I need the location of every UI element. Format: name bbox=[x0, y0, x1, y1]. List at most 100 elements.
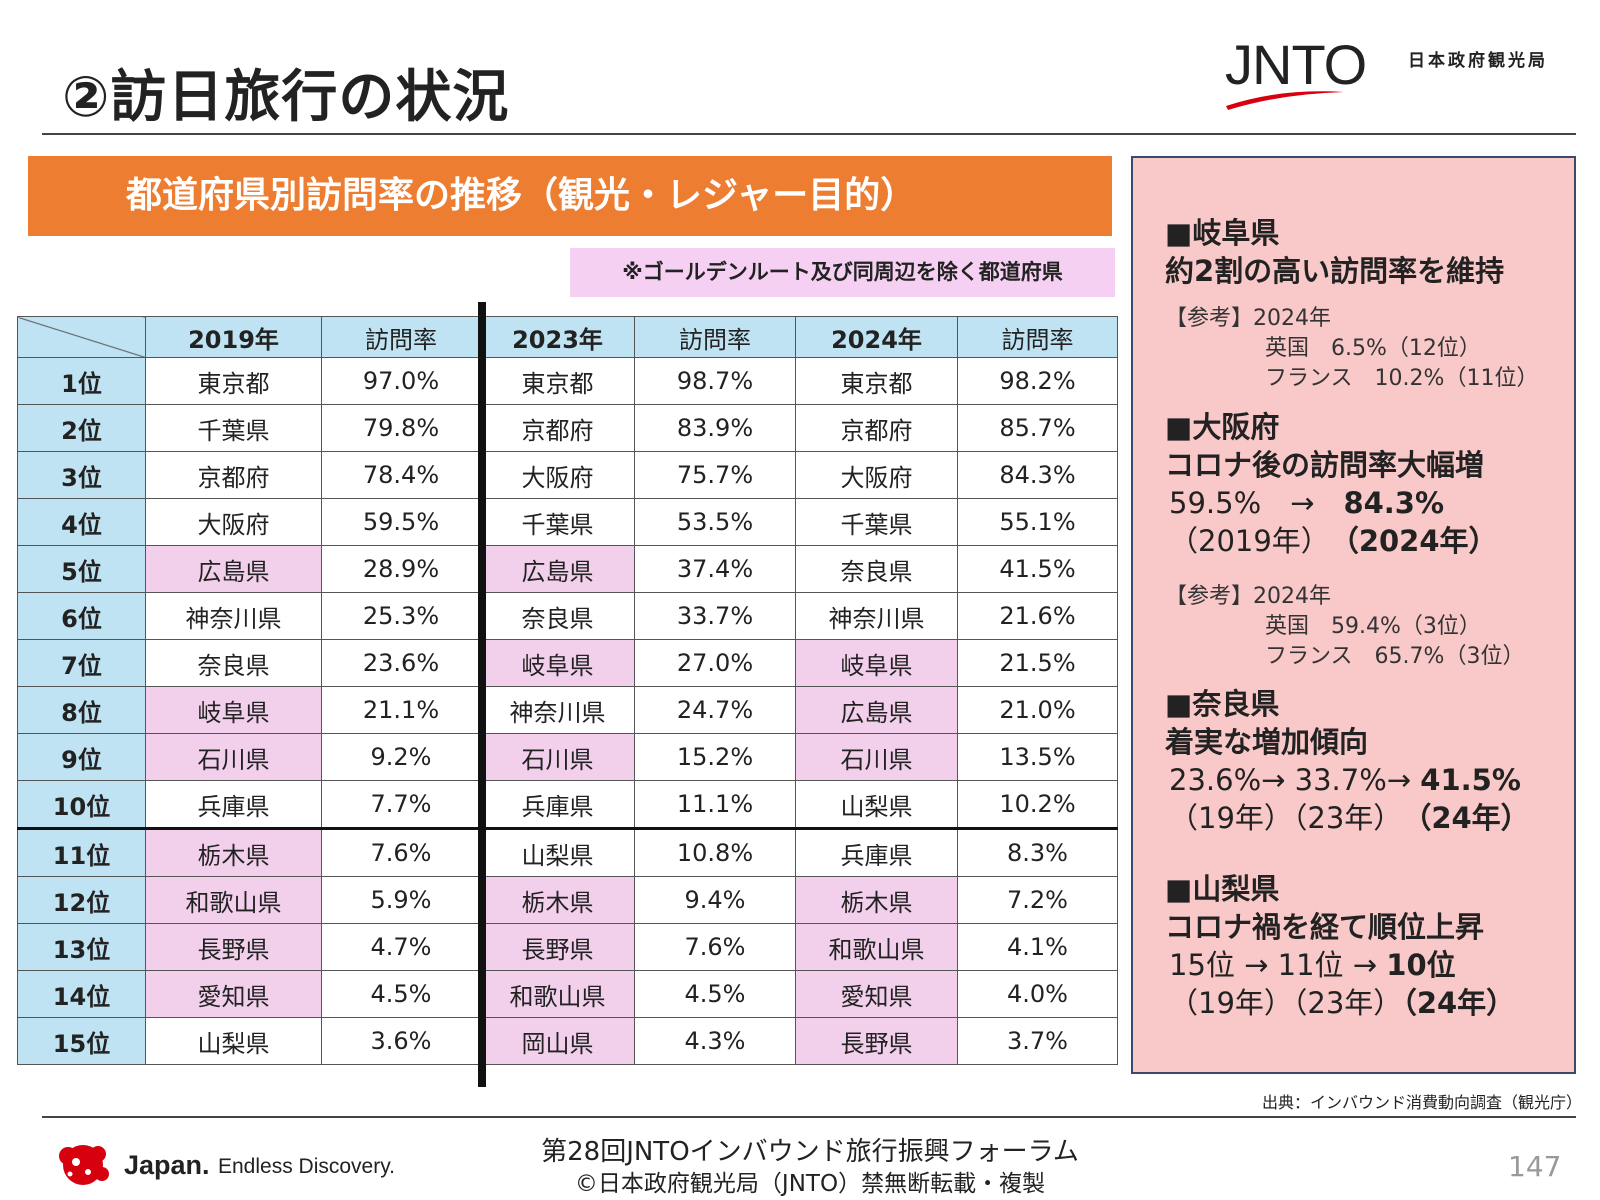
prefecture-cell: 奈良県 bbox=[795, 545, 958, 593]
rate-cell: 4.1% bbox=[957, 923, 1118, 971]
prefecture-cell: 長野県 bbox=[480, 923, 635, 971]
rate-cell: 4.3% bbox=[634, 1017, 796, 1065]
rate-cell: 28.9% bbox=[321, 545, 481, 593]
prefecture-cell: 栃木県 bbox=[795, 876, 958, 924]
column-header: 訪問率 bbox=[634, 316, 796, 358]
prefecture-cell: 石川県 bbox=[795, 733, 958, 781]
rank-cell: 10位 bbox=[17, 780, 146, 830]
rate-cell: 3.6% bbox=[321, 1017, 481, 1065]
year-divider bbox=[478, 302, 486, 1087]
section-subheading: コロナ後の訪問率大幅増 bbox=[1165, 448, 1485, 482]
prefecture-cell: 京都府 bbox=[145, 451, 322, 499]
prefecture-cell: 愛知県 bbox=[145, 970, 322, 1018]
prefecture-cell: 兵庫県 bbox=[480, 780, 635, 830]
prefecture-cell: 千葉県 bbox=[480, 498, 635, 546]
section-line: 59.5% → 84.3% bbox=[1165, 484, 1565, 522]
copyright: ©日本政府観光局（JNTO）禁無断転載・複製 bbox=[574, 1171, 1046, 1197]
line-segment: （24年） bbox=[1416, 801, 1530, 835]
prefecture-cell: 石川県 bbox=[145, 733, 322, 781]
prefecture-cell: 愛知県 bbox=[795, 970, 958, 1018]
prefecture-cell: 石川県 bbox=[480, 733, 635, 781]
line-segment: （19年）（23年） bbox=[1169, 986, 1403, 1020]
rate-cell: 5.9% bbox=[321, 876, 481, 924]
line-segment: （2024年） bbox=[1344, 524, 1498, 558]
rank-cell: 7位 bbox=[17, 639, 146, 687]
table-row: 8位 岐阜県 21.1% 神奈川県 24.7% 広島県 21.0% bbox=[17, 686, 1118, 734]
table-row: 5位 広島県 28.9% 広島県 37.4% 奈良県 41.5% bbox=[17, 545, 1118, 593]
prefecture-cell: 京都府 bbox=[795, 404, 958, 452]
rank-cell: 5位 bbox=[17, 545, 146, 593]
rate-cell: 15.2% bbox=[634, 733, 796, 781]
rate-cell: 59.5% bbox=[321, 498, 481, 546]
rank-cell: 3位 bbox=[17, 451, 146, 499]
prefecture-cell: 神奈川県 bbox=[795, 592, 958, 640]
rate-cell: 24.7% bbox=[634, 686, 796, 734]
side-panel: ■岐阜県 約2割の高い訪問率を維持 【参考】2024年 英国 6.5%（12位） フラン… bbox=[1131, 156, 1576, 1074]
rate-cell: 21.1% bbox=[321, 686, 481, 734]
rate-cell: 7.2% bbox=[957, 876, 1118, 924]
reference-line: 英国 6.5%（12位） bbox=[1265, 336, 1481, 361]
prefecture-cell: 大阪府 bbox=[145, 498, 322, 546]
prefecture-cell: 岐阜県 bbox=[795, 639, 958, 687]
section-line: （2019年） （2024年） bbox=[1165, 522, 1565, 560]
brand: Japan. bbox=[124, 1150, 210, 1180]
prefecture-cell: 岡山県 bbox=[480, 1017, 635, 1065]
column-header: 2023年 bbox=[480, 316, 635, 358]
section-line: （19年）（23年）（24年） bbox=[1165, 984, 1565, 1022]
table-row: 1位 東京都 97.0% 東京都 98.7% 東京都 98.2% bbox=[17, 357, 1118, 405]
rate-cell: 21.0% bbox=[957, 686, 1118, 734]
rate-cell: 98.2% bbox=[957, 357, 1118, 405]
prefecture-cell: 兵庫県 bbox=[795, 828, 958, 877]
section-subheading: コロナ禍を経て順位上昇 bbox=[1165, 910, 1485, 944]
rank-cell: 9位 bbox=[17, 733, 146, 781]
prefecture-cell: 奈良県 bbox=[145, 639, 322, 687]
section-heading: ■山梨県 bbox=[1165, 872, 1280, 906]
ranking-table: 2019年 訪問率 2023年 訪問率 2024年 訪問率 1位 東京都 97.0% 東京都 98… bbox=[17, 316, 1118, 1065]
rate-cell: 33.7% bbox=[634, 592, 796, 640]
table-row: 14位 愛知県 4.5% 和歌山県 4.5% 愛知県 4.0% bbox=[17, 970, 1118, 1018]
header-rule bbox=[42, 133, 1576, 135]
rate-cell: 53.5% bbox=[634, 498, 796, 546]
line-segment: （2019年） bbox=[1169, 524, 1345, 558]
rank-cell: 11位 bbox=[17, 828, 146, 877]
rate-cell: 11.1% bbox=[634, 780, 796, 830]
prefecture-cell: 山梨県 bbox=[480, 828, 635, 877]
spacer bbox=[1165, 560, 1565, 582]
logo-swoosh bbox=[1226, 91, 1344, 110]
rate-cell: 84.3% bbox=[957, 451, 1118, 499]
rate-cell: 21.5% bbox=[957, 639, 1118, 687]
section-heading: ■大阪府 bbox=[1165, 410, 1280, 444]
rank-cell: 13位 bbox=[17, 923, 146, 971]
side-section: ■岐阜県 約2割の高い訪問率を維持 【参考】2024年 英国 6.5%（12位） フラン… bbox=[1165, 214, 1565, 394]
spacer bbox=[1165, 290, 1565, 304]
rank-cell: 1位 bbox=[17, 357, 146, 405]
rate-cell: 41.5% bbox=[957, 545, 1118, 593]
rate-cell: 10.8% bbox=[634, 828, 796, 877]
header-row: 2019年 訪問率 2023年 訪問率 2024年 訪問率 bbox=[17, 316, 1118, 358]
rank-cell: 6位 bbox=[17, 592, 146, 640]
prefecture-cell: 長野県 bbox=[795, 1017, 958, 1065]
corner-cell bbox=[17, 316, 146, 358]
prefecture-cell: 岐阜県 bbox=[480, 639, 635, 687]
page-number: 147 bbox=[1508, 1150, 1562, 1183]
note: ※ゴールデンルート及び同周辺を除く都道府県 bbox=[570, 248, 1115, 297]
rate-cell: 3.7% bbox=[957, 1017, 1118, 1065]
rate-cell: 7.6% bbox=[634, 923, 796, 971]
prefecture-cell: 東京都 bbox=[795, 357, 958, 405]
side-section: ■山梨県 コロナ禍を経て順位上昇 15位 → 11位 → 10位 （19年）（23年）… bbox=[1165, 870, 1565, 1022]
rate-cell: 23.6% bbox=[321, 639, 481, 687]
prefecture-cell: 東京都 bbox=[480, 357, 635, 405]
tagline: Endless Discovery. bbox=[218, 1155, 396, 1178]
prefecture-cell: 千葉県 bbox=[795, 498, 958, 546]
column-header: 訪問率 bbox=[321, 316, 481, 358]
prefecture-cell: 和歌山県 bbox=[480, 970, 635, 1018]
prefecture-cell: 広島県 bbox=[480, 545, 635, 593]
table-row: 4位 大阪府 59.5% 千葉県 53.5% 千葉県 55.1% bbox=[17, 498, 1118, 546]
column-header: 訪問率 bbox=[957, 316, 1118, 358]
prefecture-cell: 東京都 bbox=[145, 357, 322, 405]
reference-line: 【参考】2024年 bbox=[1165, 584, 1331, 609]
section-subheading: 約2割の高い訪問率を維持 bbox=[1165, 254, 1505, 288]
side-section: ■奈良県 着実な増加傾向 23.6%→ 33.7%→ 41.5% （19年）（23年）… bbox=[1165, 685, 1565, 837]
section-heading: ■岐阜県 bbox=[1165, 216, 1280, 250]
rate-cell: 85.7% bbox=[957, 404, 1118, 452]
